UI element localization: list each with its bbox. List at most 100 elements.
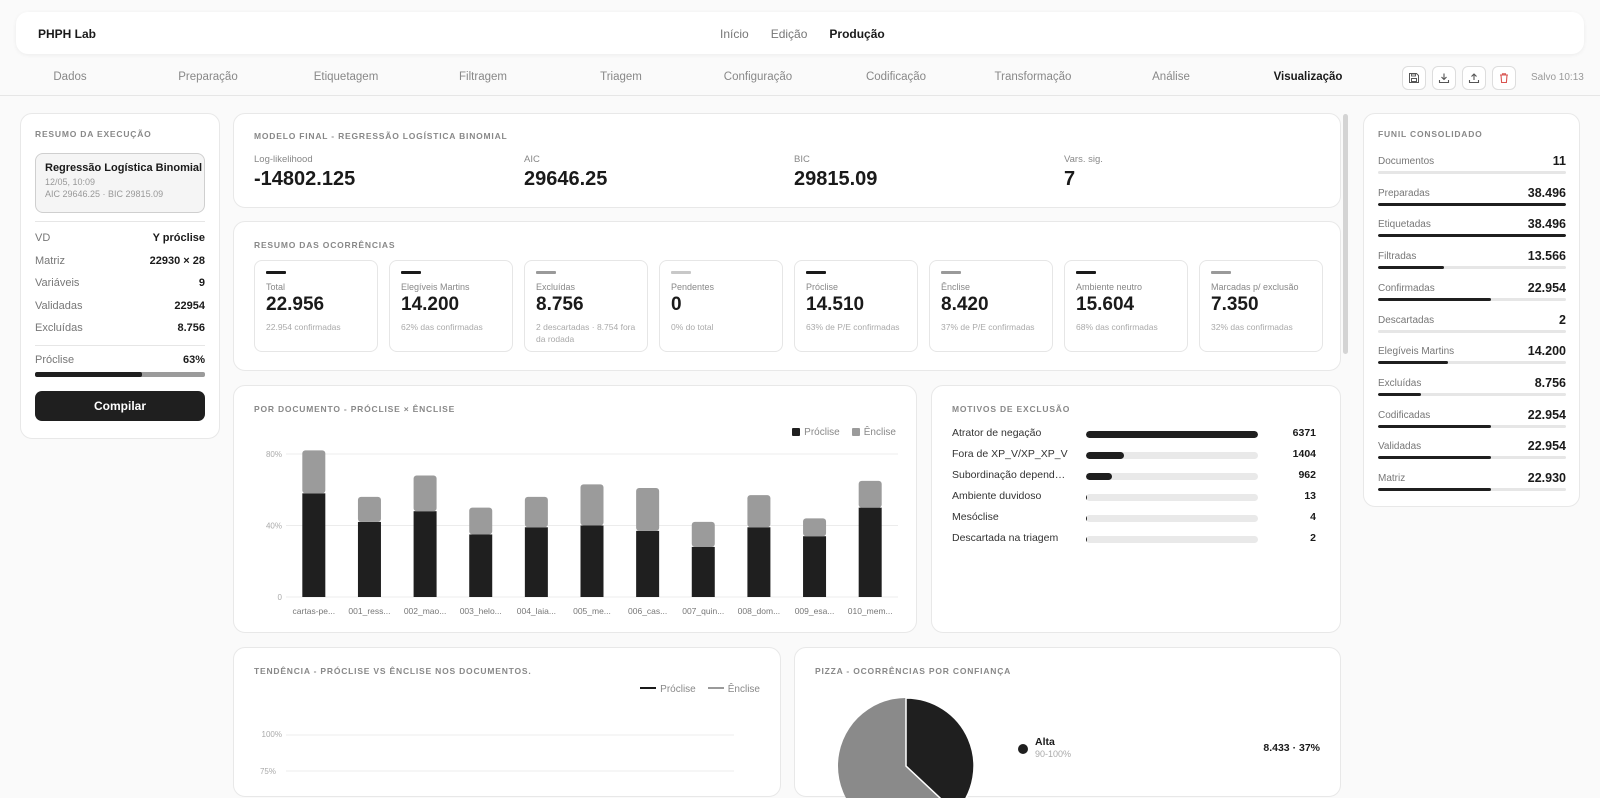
occ-desc: 68% das confirmadas	[1076, 321, 1176, 333]
x-tick-label: 003_helo...	[460, 606, 502, 616]
bar-proclise[interactable]	[358, 522, 381, 597]
occ-desc: 62% das confirmadas	[401, 321, 501, 333]
save-button[interactable]	[1402, 66, 1426, 90]
compile-button[interactable]: Compilar	[35, 391, 205, 421]
funnel-bar	[1378, 298, 1566, 301]
bar-enclise[interactable]	[525, 497, 548, 527]
step-etiquetagem[interactable]: Etiquetagem	[314, 71, 379, 83]
row-label: Validadas	[35, 300, 83, 312]
proclise-value: 63%	[183, 354, 205, 366]
bar-proclise[interactable]	[414, 511, 437, 597]
bar-chart-card: Por documento - próclise × ênclise Prócl…	[233, 385, 917, 633]
row-label: VD	[35, 232, 50, 244]
bar-enclise[interactable]	[859, 481, 882, 508]
funnel-bar	[1378, 330, 1566, 333]
bar-enclise[interactable]	[747, 495, 770, 527]
step-dados[interactable]: Dados	[53, 71, 86, 83]
bar-proclise[interactable]	[803, 536, 826, 597]
reason-label: Ambiente duvidoso	[952, 490, 1070, 502]
bar-enclise[interactable]	[803, 518, 826, 536]
pie-chart	[795, 648, 1342, 798]
mode-producao[interactable]: Produção	[829, 27, 884, 41]
funnel-value: 8.756	[1535, 376, 1566, 390]
pie-chart-card: Pizza - ocorrências por confiança Alta 9…	[794, 647, 1341, 797]
funnel-value: 22.954	[1528, 408, 1566, 422]
metric-vars-sig: Vars. sig. 7	[1064, 154, 1103, 191]
execution-summary-card: Resumo da execução Regressão Logística B…	[20, 113, 220, 439]
step-configuracao[interactable]: Configuração	[724, 71, 792, 83]
bar-proclise[interactable]	[525, 527, 548, 597]
funnel-bar	[1378, 234, 1566, 237]
top-bar: PHPH Lab Início Edição Produção	[16, 12, 1584, 54]
step-filtragem[interactable]: Filtragem	[459, 71, 507, 83]
step-preparacao[interactable]: Preparação	[178, 71, 237, 83]
occ-value: 14.200	[401, 294, 501, 316]
reason-bar	[1086, 473, 1258, 480]
run-stats: AIC 29646.25 · BIC 29815.09	[45, 189, 195, 199]
download-button[interactable]	[1432, 66, 1456, 90]
bar-proclise[interactable]	[747, 527, 770, 597]
funnel-bar	[1378, 456, 1566, 459]
upload-button[interactable]	[1462, 66, 1486, 90]
occ-tick	[536, 271, 556, 274]
bar-proclise[interactable]	[692, 547, 715, 597]
funnel-value: 22.954	[1528, 439, 1566, 453]
bar-enclise[interactable]	[414, 475, 437, 511]
row-label: Variáveis	[35, 277, 79, 289]
reason-bar-fill	[1086, 473, 1112, 480]
bar-enclise[interactable]	[581, 484, 604, 525]
funnel-value: 2	[1559, 313, 1566, 327]
occ-tick	[1076, 271, 1096, 274]
reason-label: Subordinação dependente	[952, 469, 1070, 481]
bar-enclise[interactable]	[469, 508, 492, 535]
bar-enclise[interactable]	[692, 522, 715, 547]
occ-tick	[806, 271, 826, 274]
metric-label: Vars. sig.	[1064, 154, 1103, 165]
occ-tick	[266, 271, 286, 274]
occ-value: 8.420	[941, 294, 1041, 316]
delete-button[interactable]	[1492, 66, 1516, 90]
brand-logo[interactable]: PHPH Lab	[38, 27, 96, 41]
run-item[interactable]: Regressão Logística Binomial 12/05, 10:0…	[35, 153, 205, 213]
occ-desc: 22.954 confirmadas	[266, 321, 366, 333]
step-triagem[interactable]: Triagem	[600, 71, 642, 83]
step-analise[interactable]: Análise	[1152, 71, 1190, 83]
y-tick-label: 80%	[266, 450, 282, 459]
funnel-value: 22.930	[1528, 471, 1566, 485]
occ-value: 22.956	[266, 294, 366, 316]
metric-label: AIC	[524, 154, 607, 165]
bar-proclise[interactable]	[302, 493, 325, 597]
bar-enclise[interactable]	[636, 488, 659, 531]
bar-proclise[interactable]	[859, 508, 882, 597]
funnel-value: 14.200	[1528, 344, 1566, 358]
step-visualizacao[interactable]: Visualização	[1274, 71, 1343, 83]
bar-enclise[interactable]	[358, 497, 381, 522]
funnel-bar	[1378, 488, 1566, 491]
run-date: 12/05, 10:09	[45, 177, 195, 187]
funnel-label: Documentos	[1378, 156, 1434, 167]
pie-legend-range: 90-100%	[1035, 749, 1071, 759]
step-codificacao[interactable]: Codificação	[866, 71, 926, 83]
bar-proclise[interactable]	[581, 526, 604, 598]
funnel-value: 11	[1553, 154, 1566, 168]
metric-value: 7	[1064, 168, 1103, 191]
funnel-bar-fill	[1378, 456, 1491, 459]
occ-desc: 37% de P/E confirmadas	[941, 321, 1041, 333]
bar-enclise[interactable]	[302, 450, 325, 493]
funnel-label: Excluídas	[1378, 378, 1421, 389]
step-transformacao[interactable]: Transformação	[995, 71, 1072, 83]
occ-label: Ênclise	[941, 282, 1041, 292]
reason-value: 4	[1310, 511, 1316, 523]
metric-label: BIC	[794, 154, 877, 165]
mode-inicio[interactable]: Início	[720, 27, 749, 41]
scrollbar[interactable]	[1343, 114, 1348, 354]
bar-proclise[interactable]	[469, 534, 492, 597]
mode-edicao[interactable]: Edição	[771, 27, 808, 41]
funnel-bar-fill	[1378, 361, 1448, 364]
bar-proclise[interactable]	[636, 531, 659, 597]
